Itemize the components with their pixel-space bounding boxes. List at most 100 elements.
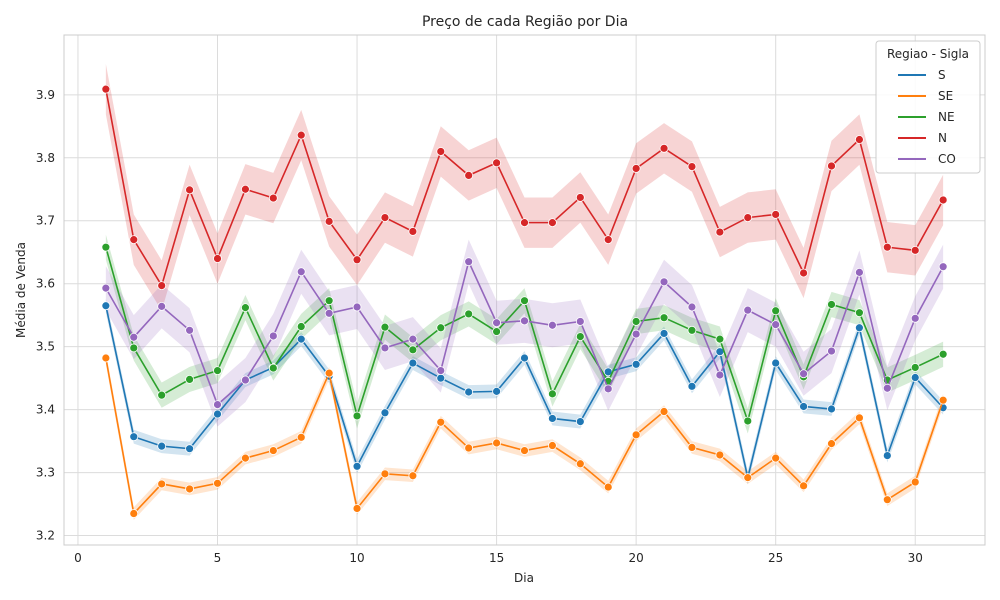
series-n — [101, 84, 948, 290]
data-point-se — [603, 482, 613, 492]
data-point-se — [520, 446, 529, 455]
data-point-co — [464, 257, 474, 267]
data-point-ne — [855, 308, 864, 318]
data-point-se — [827, 439, 836, 449]
axis-ticks: 0 5 10 15 20 25 30 3.2 3.3 3.4 3.5 3.6 3.7 3.8 3.9 — [36, 88, 923, 565]
data-point-n — [631, 164, 641, 173]
data-point-n — [380, 213, 390, 222]
data-point-ne — [910, 363, 920, 372]
data-point-se — [464, 443, 474, 453]
data-point-se — [715, 450, 725, 460]
data-point-co — [268, 331, 278, 341]
legend-label: NE — [938, 110, 955, 124]
data-point-co — [352, 302, 362, 312]
data-point-ne — [492, 327, 501, 336]
data-point-co — [492, 318, 501, 328]
data-point-n — [910, 245, 920, 255]
data-point-n — [296, 130, 306, 140]
data-point-n — [213, 254, 222, 263]
data-point-n — [799, 268, 808, 278]
data-point-ne — [520, 296, 529, 306]
data-point-se — [631, 430, 641, 440]
confidence-bands — [105, 63, 944, 520]
chart-title: Preço de cada Região por Dia — [422, 14, 628, 30]
data-point-se — [101, 353, 111, 363]
data-point-s — [296, 334, 306, 344]
series-co — [101, 257, 948, 409]
data-point-co — [185, 325, 194, 335]
data-point-co — [687, 302, 697, 312]
data-point-s — [352, 461, 362, 471]
y-tick-label: 3.4 — [36, 403, 55, 417]
legend-label: S — [938, 68, 946, 82]
data-point-se — [408, 471, 418, 481]
data-point-co — [101, 283, 111, 293]
data-point-se — [492, 438, 501, 448]
data-point-co — [548, 320, 557, 330]
data-point-se — [575, 459, 585, 469]
data-point-ne — [575, 332, 585, 341]
data-point-ne — [157, 390, 167, 400]
data-point-co — [855, 267, 864, 277]
data-point-se — [380, 469, 390, 479]
data-point-co — [520, 316, 529, 326]
data-point-n — [101, 84, 111, 94]
data-point-s — [659, 329, 669, 338]
data-point-n — [827, 161, 836, 171]
data-point-ne — [938, 349, 948, 359]
data-point-s — [799, 402, 808, 411]
legend-item-ne: NE — [898, 110, 955, 124]
data-point-se — [548, 441, 557, 450]
line-n — [105, 89, 944, 288]
data-point-co — [938, 262, 948, 272]
data-point-se — [855, 413, 864, 423]
data-point-ne — [129, 343, 139, 353]
data-point-se — [436, 417, 446, 427]
data-point-se — [882, 495, 892, 505]
data-point-se — [659, 407, 669, 416]
x-tick-label: 20 — [628, 551, 643, 565]
data-point-co — [715, 370, 725, 380]
data-point-s — [687, 381, 697, 391]
data-point-n — [715, 227, 725, 237]
data-point-ne — [827, 300, 836, 309]
legend-label: SE — [938, 89, 953, 103]
data-point-ne — [743, 416, 753, 426]
legend-label: CO — [938, 152, 956, 166]
data-point-s — [631, 359, 641, 369]
data-point-ne — [352, 411, 362, 421]
data-point-se — [157, 479, 167, 489]
data-point-n — [659, 143, 669, 153]
data-point-n — [603, 235, 613, 245]
data-point-se — [799, 481, 808, 491]
data-point-n — [436, 147, 446, 156]
data-point-n — [687, 162, 697, 171]
data-point-se — [352, 504, 362, 513]
data-point-n — [938, 195, 948, 205]
data-point-s — [575, 417, 585, 426]
data-point-se — [185, 484, 194, 494]
data-point-co — [882, 383, 892, 393]
data-point-se — [687, 443, 697, 452]
series-lines — [101, 84, 948, 518]
data-point-ne — [296, 322, 306, 331]
y-tick-label: 3.5 — [36, 340, 55, 354]
data-point-s — [129, 432, 139, 442]
band-co — [105, 239, 944, 427]
data-point-se — [129, 509, 139, 518]
data-point-se — [296, 432, 306, 442]
data-point-n — [492, 158, 501, 168]
x-tick-label: 30 — [908, 551, 923, 565]
data-point-co — [129, 332, 139, 342]
legend-item-n: N — [898, 131, 947, 145]
data-point-n — [771, 210, 781, 219]
data-point-n — [241, 184, 250, 194]
data-point-ne — [241, 303, 250, 313]
data-point-s — [101, 301, 111, 311]
data-point-n — [185, 185, 194, 195]
y-tick-label: 3.7 — [36, 214, 55, 228]
y-tick-label: 3.3 — [36, 466, 55, 480]
legend-title: Regiao - Sigla — [887, 47, 969, 61]
data-point-ne — [213, 366, 222, 375]
